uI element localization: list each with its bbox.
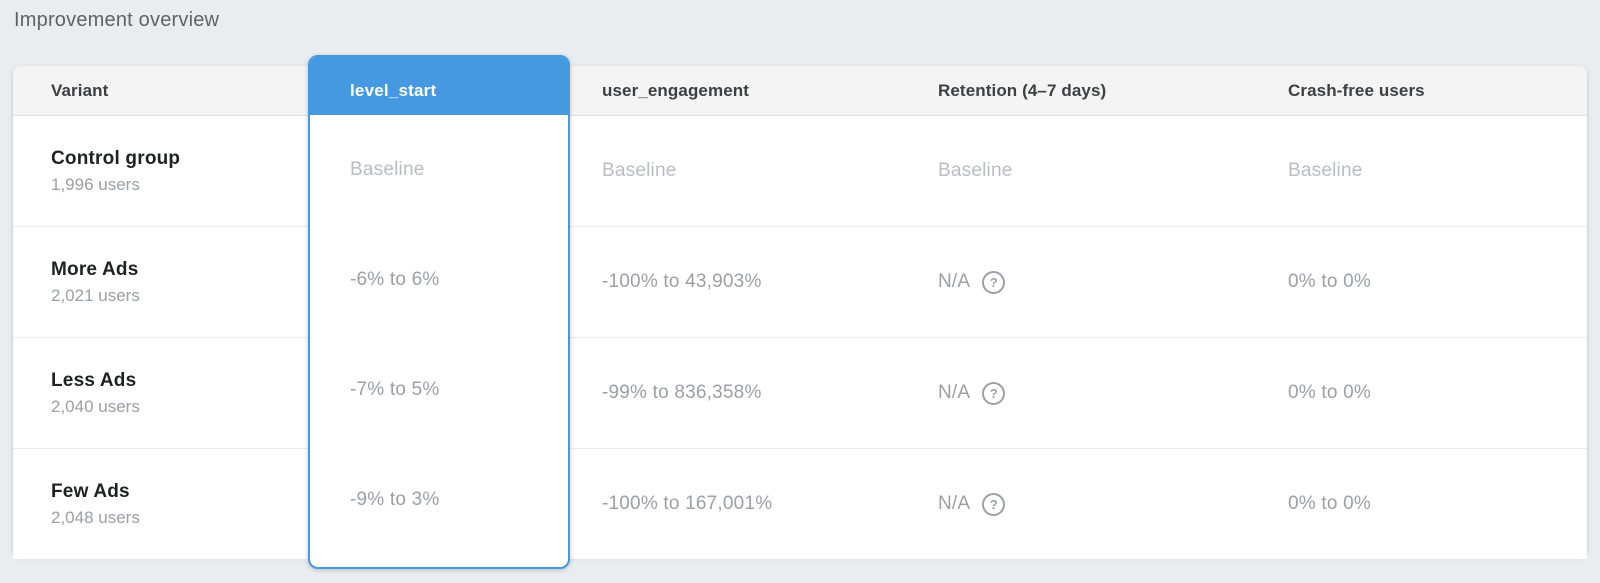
help-icon[interactable]: ?: [982, 270, 1006, 294]
retention-value: Baseline: [938, 160, 1013, 181]
retention-value: N/A: [938, 382, 971, 403]
variant-cell: More Ads 2,021 users: [13, 259, 308, 306]
variant-name: More Ads: [51, 258, 139, 280]
column-header-user-engagement[interactable]: user_engagement: [602, 80, 749, 100]
level-start-value: -9% to 3%: [350, 489, 440, 510]
variant-name: Control group: [51, 147, 181, 169]
help-icon[interactable]: ?: [982, 381, 1006, 405]
column-header-retention[interactable]: Retention (4–7 days): [938, 80, 1107, 100]
user-engagement-value: -100% to 43,903%: [602, 271, 762, 292]
crash-free-value: 0% to 0%: [1288, 493, 1371, 514]
variant-name: Less Ads: [51, 369, 137, 391]
table-row-control-group: Control group 1,996 users Baseline Basel…: [13, 116, 1587, 226]
crash-free-value: 0% to 0%: [1288, 382, 1371, 403]
variant-cell: Less Ads 2,040 users: [13, 370, 308, 417]
table-row-more-ads: More Ads 2,021 users -100% to 43,903% N/…: [13, 226, 1587, 337]
page-title: Improvement overview: [14, 9, 220, 31]
variant-user-count: 1,996 users: [51, 174, 140, 194]
variant-cell: Control group 1,996 users: [13, 148, 308, 195]
retention-value: N/A: [938, 271, 971, 292]
help-icon[interactable]: ?: [982, 492, 1006, 516]
column-header-level-start[interactable]: level_start: [310, 57, 568, 115]
level-start-value: Baseline: [350, 159, 425, 180]
variant-cell: Few Ads 2,048 users: [13, 481, 308, 528]
level-start-value: -7% to 5%: [350, 379, 440, 400]
user-engagement-value: -100% to 167,001%: [602, 493, 773, 514]
variant-user-count: 2,040 users: [51, 396, 140, 416]
user-engagement-value: Baseline: [602, 160, 677, 181]
column-header-variant: Variant: [51, 80, 109, 100]
user-engagement-value: -99% to 836,358%: [602, 382, 762, 403]
improvement-overview-table: Variant user_engagement Retention (4–7 d…: [13, 55, 1587, 569]
crash-free-value: 0% to 0%: [1288, 271, 1371, 292]
level-start-value: -6% to 6%: [350, 269, 440, 290]
crash-free-value: Baseline: [1288, 160, 1363, 181]
table-row-few-ads: Few Ads 2,048 users -100% to 167,001% N/…: [13, 448, 1587, 559]
table-row-less-ads: Less Ads 2,040 users -99% to 836,358% N/…: [13, 337, 1587, 448]
variant-name: Few Ads: [51, 480, 130, 502]
variant-user-count: 2,021 users: [51, 285, 140, 305]
retention-value: N/A: [938, 493, 971, 514]
table-header-row: Variant user_engagement Retention (4–7 d…: [13, 66, 1587, 116]
highlighted-metric-column-level-start[interactable]: level_start Baseline -6% to 6% -7% to 5%…: [308, 55, 570, 569]
column-header-crash-free[interactable]: Crash-free users: [1288, 80, 1425, 100]
variant-user-count: 2,048 users: [51, 507, 140, 527]
